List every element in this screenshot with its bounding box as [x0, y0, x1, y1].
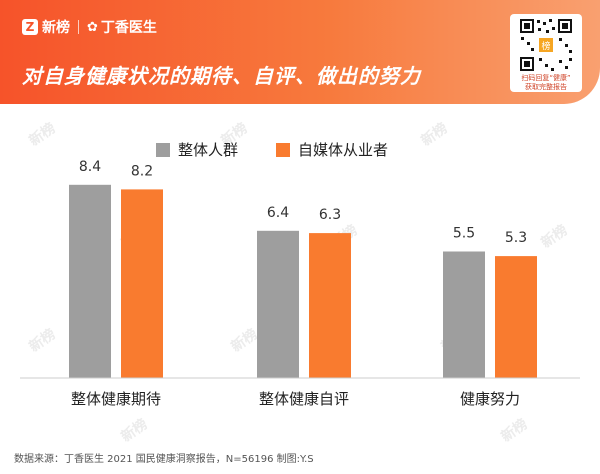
qr-code-panel: 榜 扫码回复“健康” 获取完整报告 [510, 14, 582, 92]
chart-legend: 整体人群 自媒体从业者 [156, 139, 426, 160]
legend-label: 整体人群 [178, 141, 239, 159]
data-label: 6.4 [267, 205, 289, 221]
brand-name: 新榜 [42, 20, 70, 36]
page-title: 对自身健康状况的期待、自评、做出的努力 [22, 64, 421, 88]
data-label: 6.3 [319, 207, 341, 223]
brand-divider [78, 20, 79, 34]
data-label: 5.3 [505, 230, 527, 246]
brand-bar: Z 新榜 ✿ 丁香医生 [22, 17, 157, 37]
qr-caption-line1: 扫码回复“健康” [521, 74, 571, 82]
legend-item-orange: 自媒体从业者 [276, 139, 388, 160]
category-label: 健康努力 [460, 390, 520, 408]
category-label: 整体健康自评 [259, 390, 349, 408]
bar-orange [121, 189, 163, 378]
legend-label: 自媒体从业者 [298, 141, 389, 159]
leaf-icon: ✿ [87, 19, 98, 35]
bar-gray [69, 184, 111, 378]
qr-code-icon: 榜 [519, 18, 573, 72]
header-banner: Z 新榜 ✿ 丁香医生 对自身健康状况的期待、自评、做出的努力 [0, 0, 600, 104]
legend-swatch-orange [276, 142, 291, 157]
partner-name: 丁香医生 [100, 20, 157, 36]
bar-orange [309, 233, 351, 378]
category-label: 整体健康期待 [71, 390, 161, 408]
qr-center-text: 榜 [541, 40, 550, 52]
data-label: 8.2 [131, 163, 153, 179]
legend-item-gray: 整体人群 [156, 139, 238, 160]
xinbang-logo-icon: Z [22, 19, 38, 35]
qr-caption-line2: 获取完整报告 [525, 83, 567, 91]
data-label: 8.4 [79, 159, 101, 175]
bar-orange [495, 256, 537, 378]
data-source-note: 数据来源：丁香医生 2021 国民健康洞察报告，N=56196 制图:Y.S [14, 454, 314, 465]
legend-swatch-gray [156, 142, 170, 157]
data-label: 5.5 [453, 226, 475, 242]
bar-gray [443, 251, 485, 378]
bar-gray [257, 230, 299, 378]
